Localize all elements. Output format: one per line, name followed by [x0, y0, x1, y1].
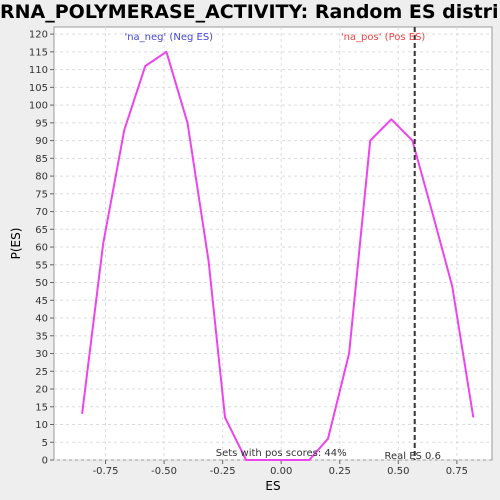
- pos-scores-annotation: Sets with pos scores: 44%: [216, 448, 347, 459]
- y-axis-ticks: 0 5 10 15 20 25 30 35 40 45 50 55 60 65 70 75 80 85 90 95 10…: [29, 30, 54, 467]
- y-tick-label: 60: [35, 243, 48, 254]
- y-tick-label: 105: [29, 83, 48, 94]
- x-tick-label: 0.25: [329, 466, 351, 477]
- y-tick-label: 45: [35, 296, 48, 307]
- y-tick-label: 55: [35, 260, 48, 271]
- x-tick-label: 0.75: [446, 466, 468, 477]
- x-tick-label: 0.00: [270, 466, 292, 477]
- y-tick-label: 50: [35, 278, 48, 289]
- y-tick-label: 85: [35, 154, 48, 165]
- y-tick-label: 70: [35, 207, 48, 218]
- na-neg-annotation: 'na_neg' (Neg ES): [124, 32, 213, 43]
- y-tick-label: 65: [35, 225, 48, 236]
- x-tick-label: -0.75: [93, 466, 119, 477]
- y-tick-label: 110: [29, 65, 48, 76]
- y-tick-label: 25: [35, 367, 48, 378]
- y-tick-label: 115: [29, 47, 48, 58]
- plot-area: [53, 26, 493, 461]
- y-tick-label: 95: [35, 118, 48, 129]
- real-es-label: Real ES 0.6: [384, 451, 440, 462]
- y-tick-label: 100: [29, 101, 48, 112]
- y-tick-label: 10: [35, 420, 48, 431]
- x-tick-label: -0.50: [151, 466, 177, 477]
- y-tick-label: 40: [35, 314, 48, 325]
- y-tick-label: 80: [35, 172, 48, 183]
- chart-title: RNA_POLYMERASE_ACTIVITY: Random ES distr…: [0, 1, 500, 23]
- y-tick-label: 5: [42, 438, 48, 449]
- x-axis-ticks: -0.75 -0.50 -0.25 0.00 0.25 0.50 0.75: [93, 460, 468, 477]
- y-tick-label: 90: [35, 136, 48, 147]
- x-tick-label: -0.25: [210, 466, 236, 477]
- y-tick-label: 15: [35, 402, 48, 413]
- series-line: [81, 50, 475, 461]
- y-tick-label: 120: [29, 30, 48, 41]
- x-axis-label: ES: [265, 479, 280, 493]
- y-tick-label: 30: [35, 349, 48, 360]
- y-tick-label: 75: [35, 189, 48, 200]
- y-axis-label: P(ES): [9, 228, 23, 260]
- grid-lines: [54, 27, 492, 461]
- y-tick-label: 35: [35, 331, 48, 342]
- x-tick-label: 0.50: [387, 466, 409, 477]
- na-pos-annotation: 'na_pos' (Pos ES): [341, 32, 426, 43]
- y-tick-label: 0: [42, 456, 48, 467]
- y-tick-label: 20: [35, 385, 48, 396]
